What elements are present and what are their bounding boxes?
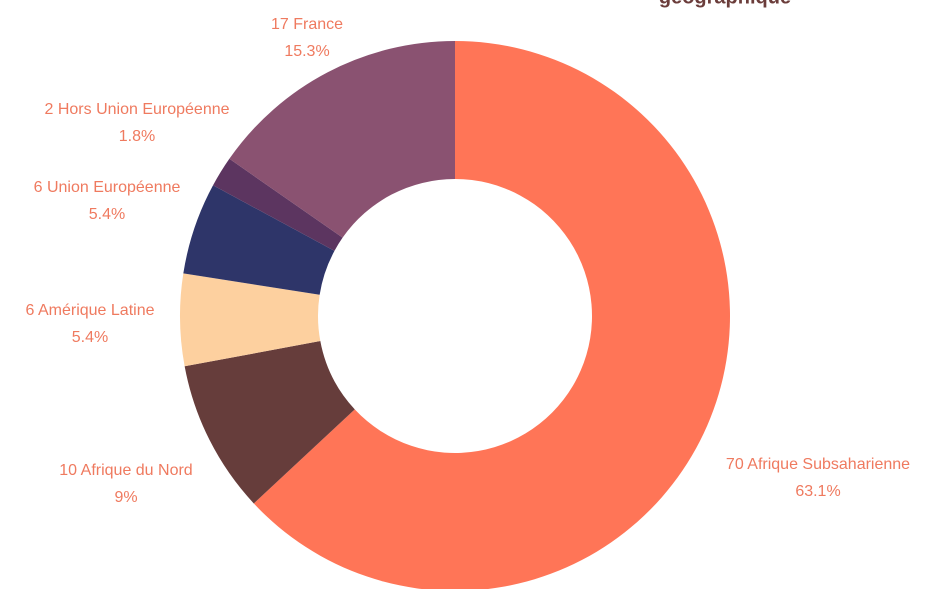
segment-name: Amérique Latine — [38, 302, 155, 319]
segment-count: 6 — [26, 302, 35, 319]
segment-percentage: 5.4% — [89, 206, 125, 223]
segment-count: 17 — [271, 16, 289, 33]
segment-label: 10 Afrique du Nord — [59, 462, 192, 479]
segment-name: Hors Union Européenne — [58, 101, 230, 118]
segment-count: 70 — [726, 456, 744, 473]
donut-segment — [229, 41, 455, 238]
donut-segment — [213, 158, 343, 251]
chart-title: géographique — [659, 0, 791, 8]
segment-percentage: 1.8% — [119, 128, 155, 145]
segment-label: 6 Amérique Latine — [26, 302, 155, 319]
segment-name: Afrique du Nord — [81, 462, 193, 479]
segment-count: 2 — [44, 101, 53, 118]
segment-label: 2 Hors Union Européenne — [44, 101, 229, 118]
segment-percentage: 5.4% — [72, 329, 108, 346]
segment-count: 10 — [59, 462, 77, 479]
segment-count: 6 — [34, 179, 43, 196]
segment-percentage: 63.1% — [795, 483, 840, 500]
segment-label: 70 Afrique Subsaharienne — [726, 456, 910, 473]
donut-segment — [253, 41, 730, 589]
segment-name: Union Européenne — [47, 179, 181, 196]
segment-name: France — [293, 16, 343, 33]
donut-segment — [184, 341, 355, 504]
segment-label: 17 France — [271, 16, 343, 33]
segment-percentage: 15.3% — [284, 43, 329, 60]
segment-label: 6 Union Européenne — [34, 179, 181, 196]
donut-segment — [183, 185, 335, 295]
segment-name: Afrique Subsaharienne — [747, 456, 910, 473]
segment-percentage: 9% — [114, 489, 137, 506]
donut-segment — [180, 273, 321, 367]
